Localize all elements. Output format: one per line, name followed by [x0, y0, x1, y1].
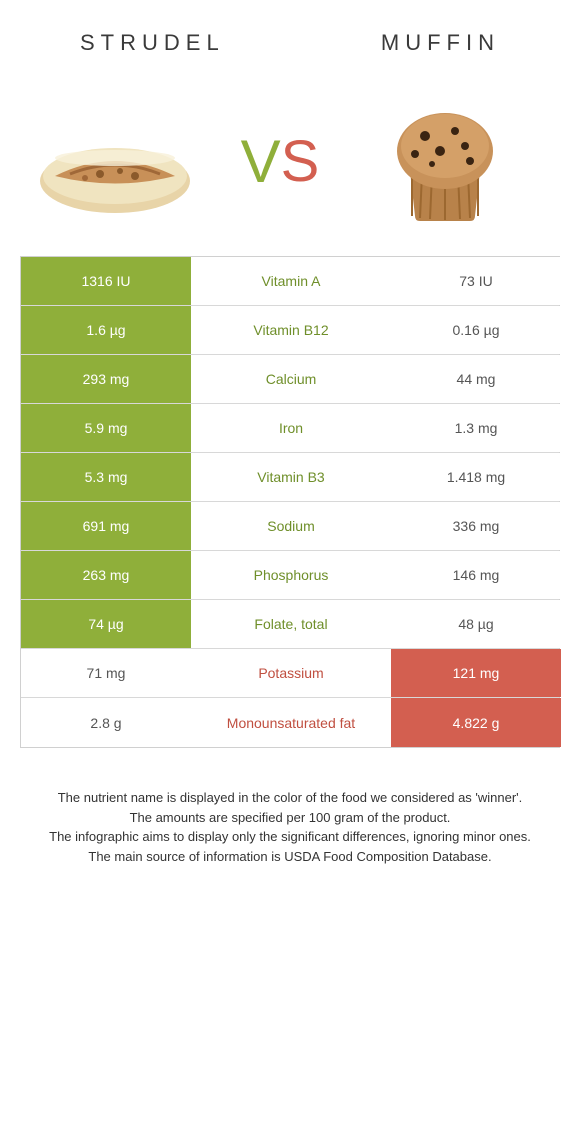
cell-nutrient-label: Vitamin B3 — [191, 453, 391, 501]
vs-s: S — [281, 128, 320, 195]
cell-nutrient-label: Sodium — [191, 502, 391, 550]
cell-right-value: 336 mg — [391, 502, 561, 550]
title-left: STRUDEL — [80, 30, 225, 56]
cell-left-value: 74 µg — [21, 600, 191, 648]
table-row: 1.6 µgVitamin B120.16 µg — [21, 306, 559, 355]
cell-left-value: 5.3 mg — [21, 453, 191, 501]
cell-right-value: 0.16 µg — [391, 306, 561, 354]
strudel-image — [30, 96, 200, 226]
cell-left-value: 691 mg — [21, 502, 191, 550]
cell-nutrient-label: Calcium — [191, 355, 391, 403]
cell-nutrient-label: Iron — [191, 404, 391, 452]
cell-nutrient-label: Phosphorus — [191, 551, 391, 599]
footer-line: The main source of information is USDA F… — [30, 847, 550, 867]
cell-right-value: 1.3 mg — [391, 404, 561, 452]
cell-right-value: 73 IU — [391, 257, 561, 305]
table-row: 1316 IUVitamin A73 IU — [21, 257, 559, 306]
cell-left-value: 1316 IU — [21, 257, 191, 305]
table-row: 2.8 gMonounsaturated fat4.822 g — [21, 698, 559, 747]
cell-right-value: 44 mg — [391, 355, 561, 403]
table-row: 5.9 mgIron1.3 mg — [21, 404, 559, 453]
table-row: 263 mgPhosphorus146 mg — [21, 551, 559, 600]
cell-left-value: 293 mg — [21, 355, 191, 403]
strudel-icon — [30, 96, 200, 226]
footer-line: The nutrient name is displayed in the co… — [30, 788, 550, 808]
images-row: VS — [0, 76, 580, 256]
cell-nutrient-label: Monounsaturated fat — [191, 698, 391, 747]
table-row: 293 mgCalcium44 mg — [21, 355, 559, 404]
title-right: MUFFIN — [381, 30, 500, 56]
table-row: 71 mgPotassium121 mg — [21, 649, 559, 698]
cell-nutrient-label: Vitamin B12 — [191, 306, 391, 354]
footer-line: The amounts are specified per 100 gram o… — [30, 808, 550, 828]
header: STRUDEL MUFFIN — [0, 0, 580, 76]
table-row: 691 mgSodium336 mg — [21, 502, 559, 551]
cell-right-value: 1.418 mg — [391, 453, 561, 501]
table-row: 5.3 mgVitamin B31.418 mg — [21, 453, 559, 502]
cell-right-value: 48 µg — [391, 600, 561, 648]
cell-right-value: 4.822 g — [391, 698, 561, 747]
cell-left-value: 5.9 mg — [21, 404, 191, 452]
cell-right-value: 146 mg — [391, 551, 561, 599]
cell-left-value: 71 mg — [21, 649, 191, 697]
cell-left-value: 263 mg — [21, 551, 191, 599]
cell-nutrient-label: Potassium — [191, 649, 391, 697]
vs-label: VS — [241, 127, 320, 196]
footer-line: The infographic aims to display only the… — [30, 827, 550, 847]
muffin-icon — [360, 96, 530, 226]
cell-left-value: 2.8 g — [21, 698, 191, 747]
comparison-table: 1316 IUVitamin A73 IU1.6 µgVitamin B120.… — [20, 256, 560, 748]
cell-left-value: 1.6 µg — [21, 306, 191, 354]
cell-nutrient-label: Folate, total — [191, 600, 391, 648]
vs-v: V — [241, 127, 281, 196]
cell-right-value: 121 mg — [391, 649, 561, 697]
table-row: 74 µgFolate, total48 µg — [21, 600, 559, 649]
muffin-image — [360, 96, 530, 226]
cell-nutrient-label: Vitamin A — [191, 257, 391, 305]
footer-notes: The nutrient name is displayed in the co… — [0, 788, 580, 866]
